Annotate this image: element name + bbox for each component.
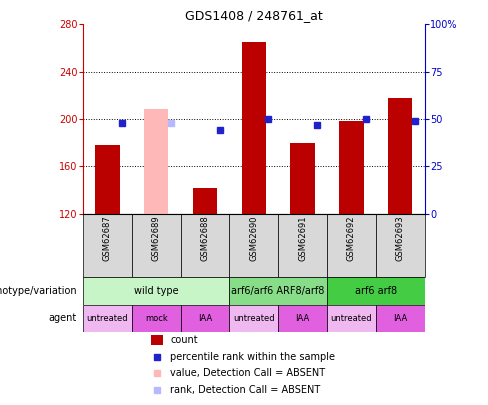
Text: agent: agent (49, 313, 77, 323)
Text: IAA: IAA (393, 314, 407, 323)
Text: untreated: untreated (330, 314, 372, 323)
Bar (83, 213, 132, 277)
Text: rank, Detection Call = ABSENT: rank, Detection Call = ABSENT (170, 385, 320, 395)
Bar (83, 277, 229, 305)
Bar (290, 143, 315, 213)
Title: GDS1408 / 248761_at: GDS1408 / 248761_at (185, 9, 323, 22)
Text: count: count (170, 335, 198, 345)
Text: arf6/arf6 ARF8/arf8: arf6/arf6 ARF8/arf8 (231, 286, 325, 296)
Text: mock: mock (145, 314, 167, 323)
Bar (339, 122, 364, 213)
Bar (376, 213, 425, 277)
Text: GSM62689: GSM62689 (152, 215, 161, 261)
Text: untreated: untreated (233, 314, 275, 323)
Bar (376, 305, 425, 332)
Bar (229, 277, 327, 305)
Bar (242, 42, 266, 213)
Bar (229, 305, 278, 332)
Text: genotype/variation: genotype/variation (0, 286, 77, 296)
Text: untreated: untreated (86, 314, 128, 323)
Text: wild type: wild type (134, 286, 179, 296)
Bar (144, 109, 168, 213)
Bar (83, 305, 132, 332)
Text: GSM62688: GSM62688 (201, 215, 209, 261)
Bar (181, 305, 229, 332)
Bar (229, 213, 278, 277)
Text: arf6 arf8: arf6 arf8 (355, 286, 397, 296)
Text: GSM62693: GSM62693 (396, 215, 405, 261)
Text: GSM62692: GSM62692 (347, 215, 356, 261)
Bar (278, 213, 327, 277)
Bar (327, 305, 376, 332)
Text: GSM62691: GSM62691 (298, 215, 307, 261)
Bar (193, 188, 217, 213)
Bar (151, 335, 163, 345)
Bar (132, 305, 181, 332)
Bar (132, 213, 181, 277)
Bar (181, 213, 229, 277)
Text: percentile rank within the sample: percentile rank within the sample (170, 352, 335, 362)
Bar (327, 277, 425, 305)
Bar (278, 305, 327, 332)
Text: GSM62687: GSM62687 (103, 215, 112, 261)
Bar (388, 98, 412, 213)
Bar (327, 213, 376, 277)
Text: IAA: IAA (198, 314, 212, 323)
Text: value, Detection Call = ABSENT: value, Detection Call = ABSENT (170, 368, 325, 378)
Text: GSM62690: GSM62690 (249, 215, 258, 261)
Bar (95, 145, 120, 213)
Text: IAA: IAA (295, 314, 310, 323)
